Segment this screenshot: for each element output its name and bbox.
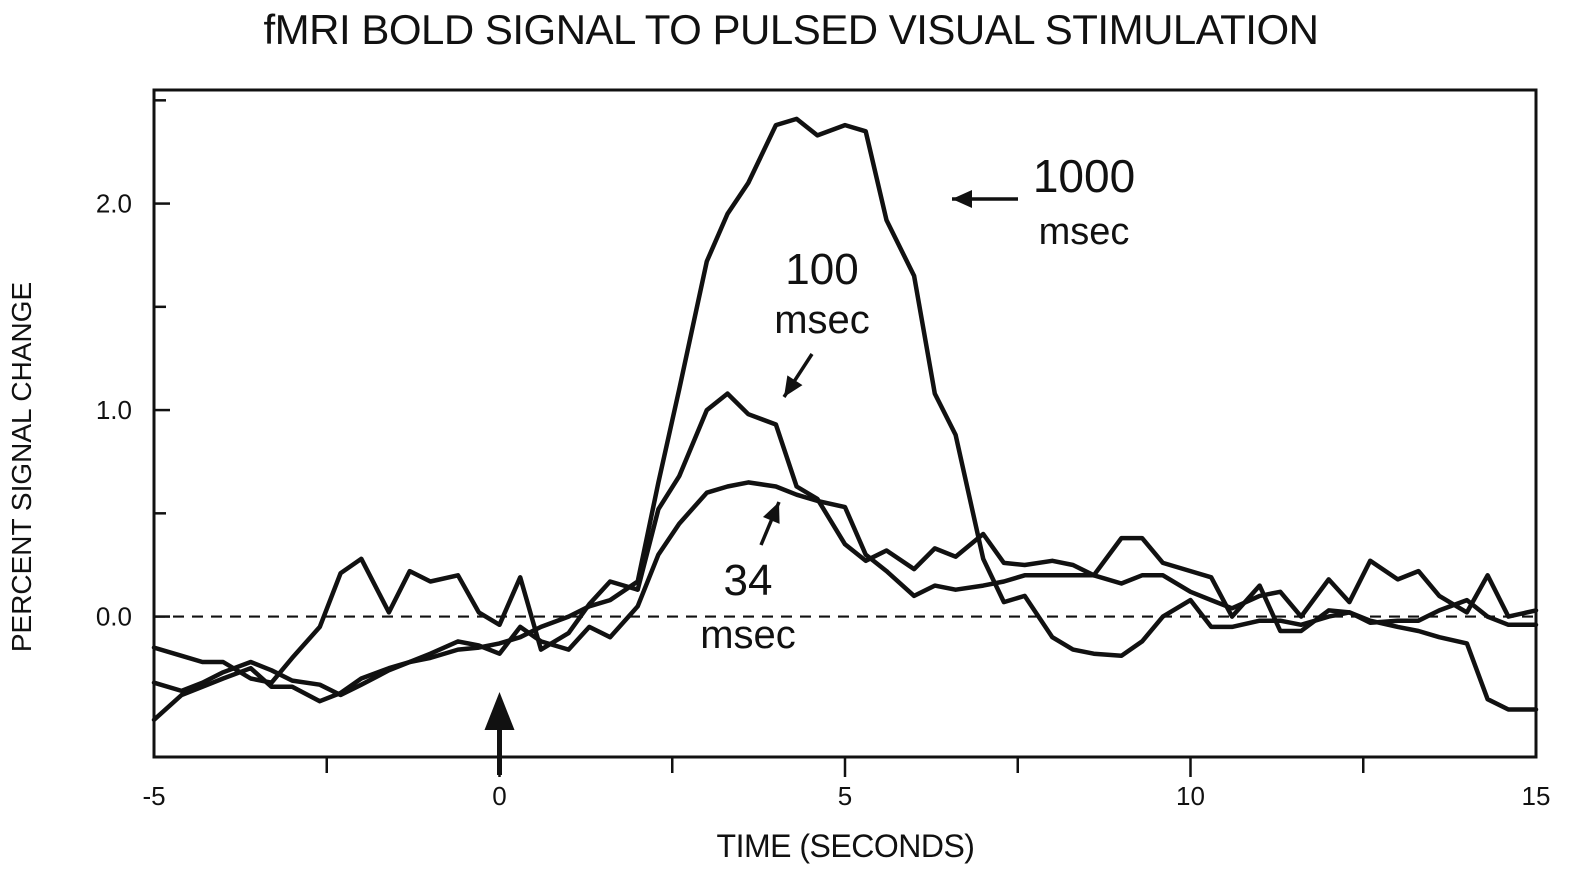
y-tick-label: 0.0: [96, 602, 132, 632]
annotation-value-3: 34: [724, 556, 773, 605]
series-lines: [151, 116, 1539, 723]
x-axis-label: TIME (SECONDS): [716, 828, 975, 864]
annotation-arrow-3-head: [762, 502, 780, 524]
annotation-arrow-2-head: [784, 375, 803, 397]
annotation-arrow-1-head: [952, 190, 972, 208]
x-tick-label: 0: [492, 781, 506, 811]
annotation-unit-1: msec: [1039, 211, 1130, 253]
x-tick-label: -5: [142, 781, 165, 811]
x-tick-label: 5: [838, 781, 852, 811]
annotation-unit-3: msec: [700, 613, 796, 657]
x-tick-label: 15: [1522, 781, 1551, 811]
y-axis-label: PERCENT SIGNAL CHANGE: [6, 281, 37, 653]
axes-group: 0.0 1.0 2.0 -5 0 5 10 15: [96, 88, 1551, 811]
y-tick-label: 1.0: [96, 395, 132, 425]
series-line-3: [151, 480, 1539, 698]
annotation-unit-2: msec: [774, 298, 870, 342]
series-line-1: [151, 116, 1539, 723]
stimulus-arrow-head: [484, 692, 515, 730]
x-tick-label: 10: [1176, 781, 1205, 811]
chart-title: fMRI BOLD SIGNAL TO PULSED VISUAL STIMUL…: [263, 6, 1319, 53]
y-tick-label: 2.0: [96, 189, 132, 219]
annotation-value-1: 1000: [1033, 150, 1135, 202]
plot-frame: [152, 88, 1538, 759]
series-line-2: [151, 391, 1539, 685]
annotation-value-2: 100: [785, 245, 858, 294]
